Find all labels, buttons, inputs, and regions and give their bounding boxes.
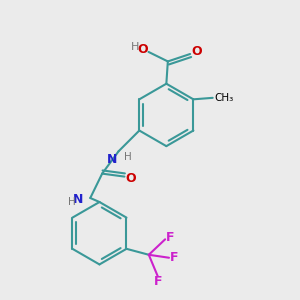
Text: F: F	[170, 250, 178, 264]
Text: CH₃: CH₃	[214, 93, 233, 103]
Text: N: N	[107, 153, 117, 166]
Text: N: N	[74, 193, 84, 206]
Text: H: H	[124, 152, 132, 162]
Text: H: H	[131, 42, 139, 52]
Text: O: O	[191, 45, 202, 58]
Text: O: O	[138, 43, 148, 56]
Text: H: H	[68, 197, 76, 208]
Text: F: F	[154, 275, 163, 288]
Text: F: F	[166, 231, 174, 244]
Text: O: O	[126, 172, 136, 184]
